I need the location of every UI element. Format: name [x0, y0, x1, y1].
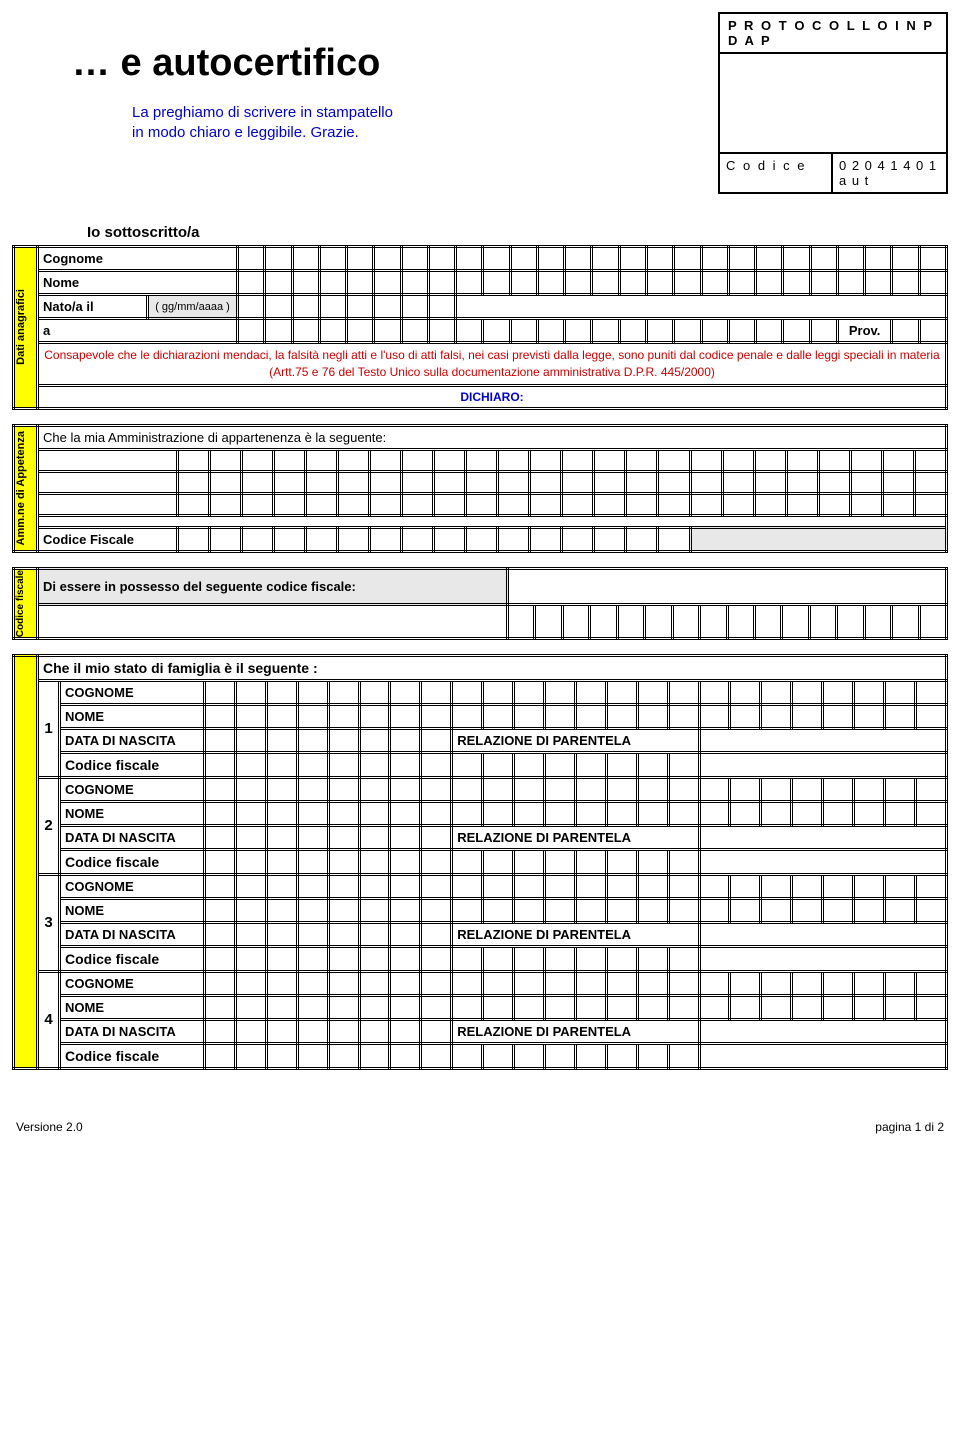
- nome-label: Nome: [38, 271, 238, 295]
- declaration-row: Consapevole che le dichiarazioni mendaci…: [14, 343, 947, 386]
- main-title: … e autocertifico: [72, 42, 393, 85]
- vert-cf: Codice fiscale: [14, 568, 38, 638]
- footer-page: pagina 1 di 2: [875, 1120, 944, 1134]
- dichiaro-row: DICHIARO:: [14, 385, 947, 408]
- amministrazione-table: Amm.ne di Appetenza Che la mia Amministr…: [12, 424, 948, 553]
- io-sottoscritto: Io sottoscritto/a: [87, 224, 948, 241]
- a-row: a Prov.: [14, 319, 947, 343]
- protocol-box: P R O T O C O L L O I N P D A P C o d i …: [718, 12, 948, 194]
- codice-fiscale-table: Codice fiscale Di essere in possesso del…: [12, 567, 948, 640]
- vert-dati-anagrafici: Dati anagrafici: [14, 247, 38, 409]
- title-block: … e autocertifico La preghiamo di scrive…: [12, 12, 393, 142]
- header-row: … e autocertifico La preghiamo di scrive…: [12, 12, 948, 194]
- prov-label: Prov.: [837, 319, 892, 343]
- subtitle-1: La preghiamo di scrivere in stampatello: [72, 103, 393, 123]
- declaration-text: Consapevole che le dichiarazioni mendaci…: [38, 343, 947, 386]
- famiglia-table: Che il mio stato di famiglia è il seguen…: [12, 654, 948, 1070]
- nome-row: Nome: [14, 271, 947, 295]
- protocol-body: [720, 54, 946, 154]
- codice-label: C o d i c e: [720, 154, 833, 192]
- protocol-title: P R O T O C O L L O I N P D A P: [720, 14, 946, 54]
- subtitle-2: in modo chiaro e leggibile. Grazie.: [72, 123, 393, 143]
- protocol-footer: C o d i c e 0 2 0 4 1 4 0 1 a u t: [720, 154, 946, 192]
- a-label: a: [38, 319, 238, 343]
- vert-amm: Amm.ne di Appetenza: [14, 425, 38, 551]
- input-cell[interactable]: [238, 247, 265, 271]
- cognome-label: Cognome: [38, 247, 238, 271]
- nato-row: Nato/a il ( gg/mm/aaaa ): [14, 295, 947, 319]
- nato-label: Nato/a il: [38, 295, 148, 319]
- codice-value: 0 2 0 4 1 4 0 1 a u t: [833, 154, 946, 192]
- cognome-row: Dati anagrafici Cognome: [14, 247, 947, 271]
- footer-version: Versione 2.0: [16, 1120, 83, 1134]
- member-num: 1: [38, 680, 60, 777]
- date-hint: ( gg/mm/aaaa ): [148, 295, 238, 319]
- dichiaro-text: DICHIARO:: [38, 385, 947, 408]
- cf-label: Codice Fiscale: [38, 527, 178, 551]
- footer: Versione 2.0 pagina 1 di 2: [12, 1120, 948, 1134]
- dati-anagrafici-table: Dati anagrafici Cognome Nome Nato/a il (…: [12, 245, 948, 410]
- famiglia-heading: Che il mio stato di famiglia è il seguen…: [38, 655, 947, 680]
- vert-famiglia: [14, 655, 38, 1068]
- cf-possesso: Di essere in possesso del seguente codic…: [38, 568, 508, 605]
- amm-line1: Che la mia Amministrazione di appartenen…: [38, 425, 947, 449]
